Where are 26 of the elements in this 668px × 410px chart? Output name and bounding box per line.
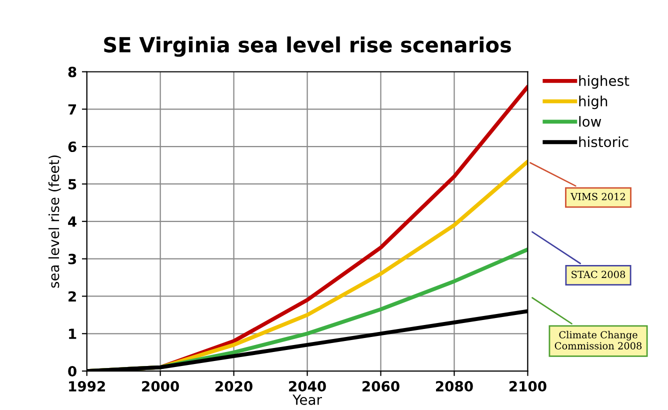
x-tick-label: 2080: [436, 381, 473, 392]
x-tick-label: 1992: [69, 381, 105, 392]
text: STAC 2008: [572, 270, 626, 278]
legend-label: historic: [579, 136, 628, 148]
chart-title: SE Virginia sea level rise scenarios: [104, 36, 511, 57]
x-tick-label: 2000: [142, 381, 179, 392]
y-tick-label: 2: [68, 291, 76, 302]
legend-label: low: [579, 116, 602, 127]
y-tick-label: 8: [68, 66, 76, 78]
y-tick-label: 3: [68, 254, 76, 264]
y-tick-label: 1: [69, 328, 76, 339]
text: Climate Change Commission 2008: [554, 330, 642, 350]
y-tick-label: 7: [68, 104, 76, 114]
x-tick-label: 2020: [216, 381, 252, 392]
legend-label: highest: [579, 75, 630, 89]
x-axis-title: Year: [292, 394, 322, 405]
legend-label: high: [579, 96, 608, 110]
x-tick-label: 2060: [362, 381, 400, 392]
annotation: VIMS 2012: [570, 192, 625, 200]
x-tick-label: 2040: [289, 381, 326, 392]
y-tick-label: 5: [68, 179, 76, 190]
y-axis-title: sea level rise (feet): [48, 156, 61, 288]
y-tick-label: 0: [68, 366, 76, 377]
x-tick-label: 2100: [509, 381, 546, 392]
y-tick-label: 4: [68, 216, 76, 227]
y-tick-label: 6: [68, 142, 76, 152]
